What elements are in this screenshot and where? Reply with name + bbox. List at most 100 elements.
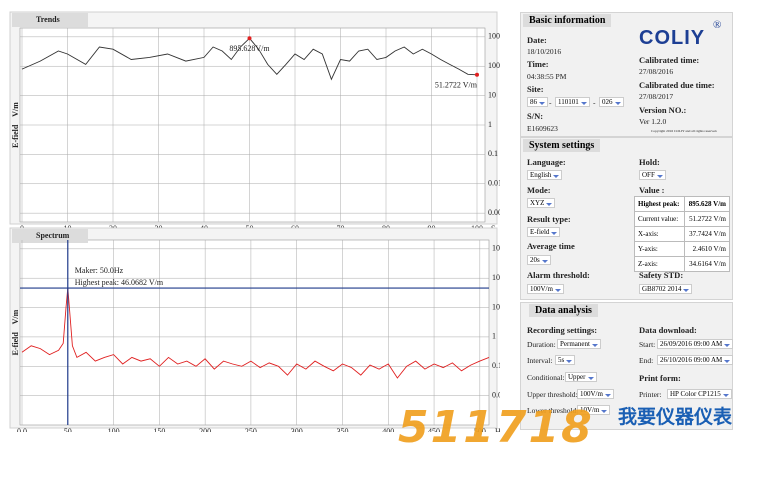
result-select[interactable]: E-field (527, 227, 561, 237)
x-unit-label: Hz (495, 427, 500, 432)
label: Date: (527, 35, 547, 45)
y-axis-label: E-field V/m (11, 309, 20, 355)
table-row: X-axis: 37.7424 V/m (634, 226, 731, 242)
table-cell: 2.4610 V/m (683, 241, 731, 257)
value: 18/10/2016 (527, 47, 562, 56)
table-cell: Highest peak: (634, 196, 685, 212)
y-tick-label: 10 (488, 90, 496, 99)
data-analysis-panel: Data analysis Recording settings: Durati… (520, 302, 734, 430)
value: 27/08/2016 (639, 67, 674, 76)
label: Time: (527, 59, 549, 69)
label: Conditional: (527, 373, 565, 382)
logo: COLIY (639, 27, 706, 49)
annotation: Highest peak: 46.0682 V/m (75, 278, 164, 287)
site-select[interactable]: 86 (527, 97, 548, 107)
label: Printer: (639, 390, 662, 399)
label: Duration: (527, 340, 556, 349)
label: Site: (527, 84, 544, 94)
language-select[interactable]: English (527, 170, 563, 180)
printer-select[interactable]: HP Color CP1215 (667, 389, 732, 399)
lower-select[interactable]: 10V/m (577, 405, 611, 415)
average-select[interactable]: 20s (527, 255, 551, 265)
table-cell: X-axis: (634, 226, 685, 242)
panel-title: Basic information (523, 14, 612, 27)
x-tick-label: 350 (336, 427, 348, 432)
label: End: (639, 356, 654, 365)
label: Alarm threshold: (527, 270, 590, 280)
table-cell: Current value: (634, 211, 685, 227)
label: Interval: (527, 356, 553, 365)
annotation: Maker: 50.0Hz (75, 266, 124, 275)
alarm-select[interactable]: 100V/m (527, 284, 564, 294)
chart-title: Spectrum (36, 231, 70, 240)
value: 27/08/2017 (639, 92, 674, 101)
y-tick-label: 1 (488, 120, 492, 129)
start-select[interactable]: 26/09/2016 09:00 AM (657, 339, 734, 349)
site-select[interactable]: 026 (599, 97, 624, 107)
label: Lower threshold: (527, 406, 579, 415)
values-table: Highest peak: 895.628 V/m Current value: 51… (634, 196, 731, 272)
y-tick-label: 10 (492, 302, 500, 311)
interval-select[interactable]: 5s (555, 355, 576, 365)
table-row: Y-axis: 2.4610 V/m (634, 241, 731, 257)
y-axis-label: E-field V/m (11, 102, 20, 148)
x-tick-label: 250 (245, 427, 257, 432)
charts: Trends E-field V/m 1000 100 10 1 0.1 0.01 0.001 0… (9, 11, 500, 432)
chart-title: Trends (36, 15, 60, 24)
label: Data download: (639, 325, 697, 335)
conditional-select[interactable]: Upper (565, 372, 597, 382)
label: Result type: (527, 214, 571, 224)
value-label: 895.628V/m (229, 44, 270, 53)
x-tick-label: 150 (153, 427, 165, 432)
label: Start: (639, 340, 656, 349)
x-tick-label: 400 (382, 427, 394, 432)
data-line (21, 37, 478, 81)
label: Print form: (639, 373, 681, 383)
site-select[interactable]: 110101 (555, 97, 590, 107)
y-tick-label: 0.001 (488, 208, 500, 217)
separator: - (549, 98, 552, 107)
x-tick-label: 100 (108, 427, 120, 432)
watermark-text: 我要仪器仪表 (618, 406, 733, 428)
label: Language: (527, 157, 566, 167)
x-tick-label: 200 (199, 427, 211, 432)
x-tick-label: 300 (291, 427, 303, 432)
panel-title: System settings (523, 139, 601, 152)
x-tick-label: 0.0 (17, 427, 27, 432)
value: 04:38:55 PM (527, 72, 567, 81)
label: Mode: (527, 185, 551, 195)
table-row: Z-axis: 34.6164 V/m (634, 256, 731, 272)
hold-select[interactable]: OFF (639, 170, 666, 180)
point-marker (247, 36, 252, 41)
table-cell: 34.6164 V/m (683, 256, 731, 272)
y-tick-label: 100 (492, 273, 500, 282)
plot-area (19, 239, 490, 426)
x-tick-label: 500 (474, 427, 486, 432)
system-settings-panel: System settings Language: English Mode: … (520, 137, 733, 300)
value-label: 51.2722 V/m (435, 81, 478, 90)
table-cell: 51.2722 V/m (683, 211, 731, 227)
label: Value : (639, 185, 665, 195)
upper-select[interactable]: 100V/m (577, 389, 614, 399)
y-tick-label: 100 (488, 61, 500, 70)
title-tab (12, 229, 88, 243)
y-tick-label: 0.1 (488, 149, 498, 158)
label: Average time (527, 241, 575, 251)
y-tick-label: 1000 (488, 32, 500, 41)
label: Recording settings: (527, 325, 598, 335)
value: Ver 1.2.0 (639, 117, 667, 126)
separator: - (593, 98, 596, 107)
value: E1609623 (527, 124, 558, 133)
label: Calibrated time: (639, 55, 700, 65)
label: Upper threshold: (527, 390, 578, 399)
table-cell: 37.7424 V/m (683, 226, 731, 242)
y-tick-label: 0.01 (488, 179, 500, 188)
watermark-number: 511718 (398, 402, 594, 453)
duration-select[interactable]: Permanent (557, 339, 601, 349)
logo-mark: ® (713, 19, 722, 31)
mode-select[interactable]: XYZ (527, 198, 556, 208)
safety-select[interactable]: GB8702 2014 (639, 284, 693, 294)
copyright: Copyright 2016 COLIY and all rights rese… (651, 129, 718, 133)
end-select[interactable]: 26/10/2016 09:00 AM (657, 355, 734, 365)
